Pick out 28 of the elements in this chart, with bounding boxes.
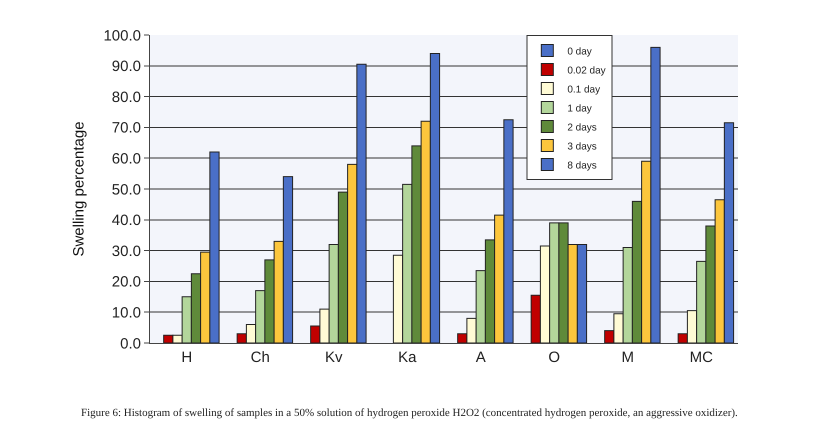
y-tick-label: 20.0 [112,274,141,291]
legend-label: 8 days [567,160,597,172]
y-tick-label: 10.0 [112,304,141,322]
legend-label: 0.1 day [567,84,600,96]
y-tick-label: 50.0 [112,181,141,198]
legend-label: 2 days [567,122,597,134]
y-tick-label: 70.0 [112,120,141,137]
x-tick-label: O [548,349,560,366]
caption: Figure 6: Histogram of swelling of samples in a 50% solution of hydrogen peroxide H2O2 (concentrated hydrogen peroxide, an aggressive oxidizer). [81,407,738,419]
x-tick-label: Ch [250,349,270,366]
x-tick-label: H [181,349,192,366]
x-tick-label: M [622,349,634,366]
x-tick-label: A [476,349,486,366]
legend-label: 3 days [567,141,597,152]
legend-label: 1 day [567,103,592,114]
y-tick-label: 80.0 [112,88,141,106]
legend-label: 0 day [567,46,592,58]
legend-label: 0.02 day [567,65,606,76]
y-tick-label: 40.0 [112,212,141,230]
y-tick-label: 60.0 [112,150,141,168]
x-tick-label: Ka [398,349,418,366]
y-tick-label: 0.0 [120,335,141,352]
y-tick-label: 90.0 [112,58,141,76]
x-tick-label: MC [690,349,714,366]
y-tick-label: 100.0 [103,27,141,44]
y-axis-title: Swelling percentage [70,121,88,257]
x-tick-label: Kv [324,349,343,366]
y-tick-label: 30.0 [112,242,141,260]
